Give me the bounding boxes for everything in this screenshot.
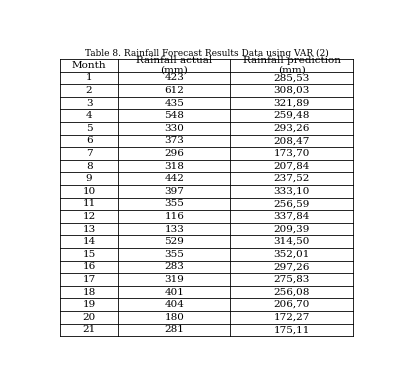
- Text: 397: 397: [164, 187, 184, 196]
- Text: 20: 20: [83, 313, 96, 322]
- Text: 3: 3: [86, 99, 92, 107]
- Text: 21: 21: [83, 325, 96, 335]
- Text: Month: Month: [72, 61, 106, 70]
- Text: 318: 318: [164, 162, 184, 171]
- Text: Table 8. Rainfall Forecast Results Data using VAR (2): Table 8. Rainfall Forecast Results Data …: [85, 49, 328, 58]
- Text: 7: 7: [86, 149, 92, 158]
- Text: 17: 17: [83, 275, 96, 284]
- Text: 2: 2: [86, 86, 92, 95]
- Text: 333,10: 333,10: [274, 187, 310, 196]
- Text: 10: 10: [83, 187, 96, 196]
- Text: 8: 8: [86, 162, 92, 171]
- Text: 275,83: 275,83: [274, 275, 310, 284]
- Text: 319: 319: [164, 275, 184, 284]
- Text: 175,11: 175,11: [274, 325, 310, 335]
- Text: 207,84: 207,84: [274, 162, 310, 171]
- Text: 442: 442: [164, 174, 184, 183]
- Text: 330: 330: [164, 124, 184, 133]
- Text: 404: 404: [164, 300, 184, 309]
- Text: 16: 16: [83, 263, 96, 271]
- Text: 435: 435: [164, 99, 184, 107]
- Text: 173,70: 173,70: [274, 149, 310, 158]
- Text: 297,26: 297,26: [274, 263, 310, 271]
- Text: 256,59: 256,59: [274, 199, 310, 208]
- Text: 259,48: 259,48: [274, 111, 310, 120]
- Text: 18: 18: [83, 288, 96, 296]
- Text: 308,03: 308,03: [274, 86, 310, 95]
- Text: 401: 401: [164, 288, 184, 296]
- Text: 355: 355: [164, 199, 184, 208]
- Text: 529: 529: [164, 237, 184, 246]
- Text: Rainfall actual
(mm): Rainfall actual (mm): [136, 56, 212, 75]
- Text: 9: 9: [86, 174, 92, 183]
- Text: 423: 423: [164, 73, 184, 82]
- Text: 337,84: 337,84: [274, 212, 310, 221]
- Text: 283: 283: [164, 263, 184, 271]
- Text: 237,52: 237,52: [274, 174, 310, 183]
- Text: 180: 180: [164, 313, 184, 322]
- Text: 6: 6: [86, 136, 92, 145]
- Text: 314,50: 314,50: [274, 237, 310, 246]
- Text: 4: 4: [86, 111, 92, 120]
- Text: 206,70: 206,70: [274, 300, 310, 309]
- Text: 256,08: 256,08: [274, 288, 310, 296]
- Text: 352,01: 352,01: [274, 250, 310, 259]
- Text: 285,53: 285,53: [274, 73, 310, 82]
- Text: 133: 133: [164, 224, 184, 234]
- Text: 281: 281: [164, 325, 184, 335]
- Text: 612: 612: [164, 86, 184, 95]
- Text: 11: 11: [83, 199, 96, 208]
- Text: 13: 13: [83, 224, 96, 234]
- Text: 14: 14: [83, 237, 96, 246]
- Text: 209,39: 209,39: [274, 224, 310, 234]
- Text: 293,26: 293,26: [274, 124, 310, 133]
- Text: 116: 116: [164, 212, 184, 221]
- Text: 296: 296: [164, 149, 184, 158]
- Text: 172,27: 172,27: [274, 313, 310, 322]
- Text: 355: 355: [164, 250, 184, 259]
- Text: 1: 1: [86, 73, 92, 82]
- Text: 208,47: 208,47: [274, 136, 310, 145]
- Text: 19: 19: [83, 300, 96, 309]
- Text: 12: 12: [83, 212, 96, 221]
- Text: 321,89: 321,89: [274, 99, 310, 107]
- Text: 548: 548: [164, 111, 184, 120]
- Text: 5: 5: [86, 124, 92, 133]
- Text: 15: 15: [83, 250, 96, 259]
- Text: 373: 373: [164, 136, 184, 145]
- Text: Rainfall prediction
(mm): Rainfall prediction (mm): [243, 56, 341, 75]
